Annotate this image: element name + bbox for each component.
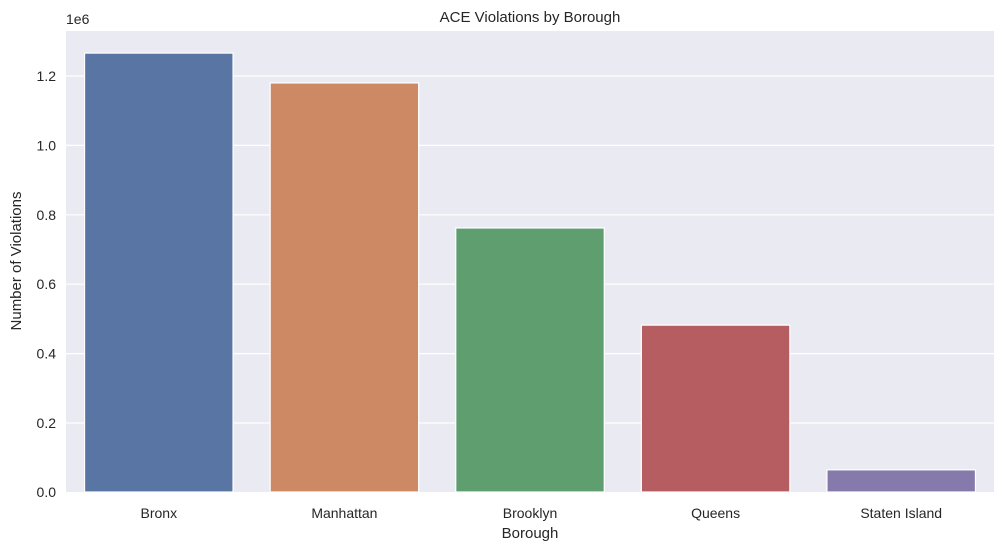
bar-queens <box>640 324 791 493</box>
y-tick-label: 0.0 <box>37 484 57 500</box>
chart-title: ACE Violations by Borough <box>440 9 621 26</box>
x-tick-label: Bronx <box>141 505 178 521</box>
bar-manhattan <box>269 82 420 493</box>
bars <box>83 52 977 493</box>
y-tick-label: 1.0 <box>37 137 57 153</box>
y-axis-label: Number of Violations <box>8 192 25 331</box>
y-offset-label: 1e6 <box>66 11 90 27</box>
bar-brooklyn <box>455 227 605 493</box>
y-tick-label: 0.4 <box>37 346 57 362</box>
x-tick-label: Staten Island <box>860 505 942 521</box>
y-tick-label: 1.2 <box>37 68 57 84</box>
x-axis-label: Borough <box>502 525 559 542</box>
y-axis-ticks: 0.0 0.2 0.4 0.6 0.8 1.0 1.2 <box>37 68 57 500</box>
y-tick-label: 0.2 <box>37 415 57 431</box>
x-axis-ticks: Bronx Manhattan Brooklyn Queens Staten Islan… <box>141 505 943 521</box>
bar-staten-island <box>826 469 977 493</box>
y-tick-label: 0.6 <box>37 276 57 292</box>
bar-bronx <box>83 52 234 493</box>
x-tick-label: Manhattan <box>311 505 377 521</box>
y-tick-label: 0.8 <box>37 207 57 223</box>
x-tick-label: Queens <box>691 505 740 521</box>
x-tick-label: Brooklyn <box>503 505 557 521</box>
